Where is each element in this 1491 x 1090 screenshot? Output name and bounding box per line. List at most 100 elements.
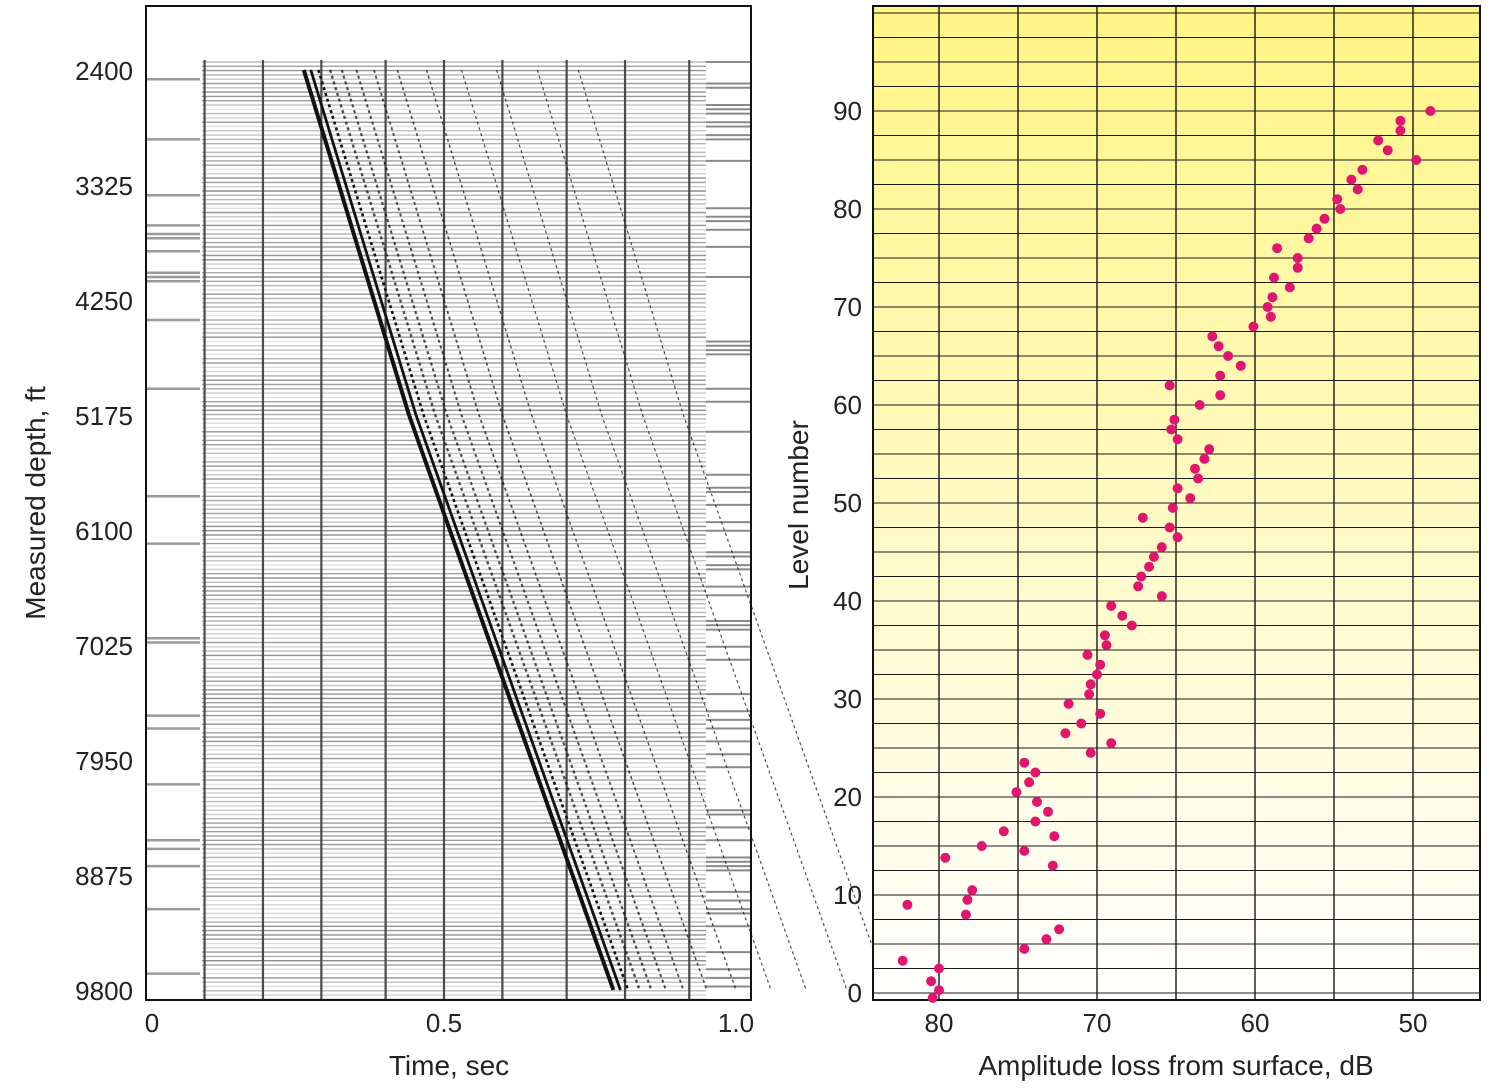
scatter-point: [960, 909, 971, 920]
scatter-point: [1352, 184, 1363, 195]
scatter-point: [1082, 649, 1093, 660]
scatter-point: [1172, 483, 1183, 494]
scatter-point: [1095, 708, 1106, 719]
level-tick-label: 40: [833, 586, 862, 616]
scatter-point: [1335, 204, 1346, 214]
scatter-point: [1117, 610, 1128, 621]
level-tick-label: 0: [848, 978, 862, 1008]
scatter-point: [1054, 924, 1065, 935]
scatter-point: [1185, 493, 1196, 504]
scatter-y-axis-label: Level number: [783, 420, 814, 590]
scatter-point: [897, 955, 908, 966]
scatter-point: [940, 852, 951, 863]
scatter-point: [1267, 292, 1278, 303]
scatter-point: [1085, 747, 1096, 758]
scatter-frame: [872, 5, 1481, 1001]
level-tick-label: 70: [833, 292, 862, 322]
scatter-point: [1095, 659, 1106, 670]
scatter-point: [1019, 757, 1030, 768]
depth-tick-label: 4250: [75, 286, 133, 316]
level-tick-label: 30: [833, 684, 862, 714]
depth-tick-label: 3325: [75, 171, 133, 201]
amplitude-tick-label: 60: [1241, 1008, 1270, 1038]
reverberation-line: [317, 69, 630, 991]
scatter-point: [1049, 831, 1060, 842]
scatter-point: [1063, 698, 1074, 709]
scatter-point: [976, 841, 987, 851]
reverberation-line: [425, 69, 737, 991]
level-tick-label: 20: [833, 782, 862, 812]
seismic-x-ticks: 0 0.5 1.0: [145, 1008, 754, 1038]
scatter-point: [1156, 591, 1167, 602]
scatter-point: [1166, 424, 1177, 435]
level-tick-label: 50: [833, 488, 862, 518]
scatter-point: [1382, 145, 1393, 156]
scatter-point: [1272, 243, 1283, 254]
scatter-point: [1136, 571, 1147, 582]
seismic-panel: 2400 3325 4250 5175 6100 7025 7950 8875 9800 0 0.…: [20, 5, 889, 1081]
depth-tick-label: 5175: [75, 401, 133, 431]
reverberation-line: [340, 69, 653, 991]
time-tick-label: 0.5: [426, 1008, 462, 1038]
scatter-point: [1223, 351, 1234, 361]
seismic-y-axis-label: Measured depth, ft: [20, 386, 51, 620]
reverberation-line: [536, 69, 848, 991]
scatter-point: [934, 985, 944, 996]
scatter-point: [927, 992, 938, 1003]
scatter-x-axis-label: Amplitude loss from surface, dB: [978, 1050, 1373, 1081]
scatter-point: [1373, 135, 1384, 146]
reverberation-line: [496, 69, 807, 991]
scatter-point: [1332, 194, 1343, 205]
scatter-point: [967, 885, 978, 896]
amplitude-tick-label: 80: [925, 1008, 954, 1038]
scatter-point: [1319, 213, 1330, 224]
scatter-point: [1269, 272, 1279, 283]
scatter-point: [1190, 463, 1200, 474]
scatter-point: [1137, 512, 1148, 523]
scatter-point: [1213, 341, 1224, 352]
seismic-x-axis-label: Time, sec: [389, 1050, 509, 1081]
scatter-point: [1011, 787, 1022, 798]
reverberation-line: [309, 69, 622, 991]
level-tick-label: 60: [833, 390, 862, 420]
scatter-point: [1106, 738, 1117, 749]
scatter-point: [1032, 796, 1042, 807]
scatter-point: [1172, 532, 1183, 543]
scatter-point: [902, 899, 913, 910]
scatter-point: [1019, 845, 1030, 856]
scatter-point: [1167, 502, 1178, 513]
scatter-point: [1207, 331, 1218, 342]
scatter-point: [1395, 125, 1406, 136]
scatter-point: [1144, 561, 1155, 572]
scatter-point: [1099, 630, 1110, 641]
scatter-point: [1411, 155, 1422, 165]
reverberation-line: [373, 69, 685, 991]
depth-tick-label: 7950: [75, 746, 133, 776]
scatter-point: [1076, 718, 1087, 729]
seismic-time-gridlines: [203, 60, 691, 1000]
scatter-point: [1194, 400, 1205, 410]
scatter-point: [1156, 542, 1167, 553]
depth-tick-label: 2400: [75, 56, 133, 86]
scatter-point: [1092, 669, 1102, 680]
scatter-points: [897, 106, 1436, 1003]
scatter-point: [1215, 390, 1226, 401]
scatter-point: [1030, 816, 1041, 827]
scatter-point: [1164, 522, 1175, 533]
scatter-point: [1303, 233, 1314, 244]
scatter-point: [1235, 360, 1246, 371]
scatter-point: [998, 826, 1009, 837]
scatter-point: [1043, 806, 1053, 817]
scatter-point: [1395, 115, 1406, 126]
scatter-point: [1172, 434, 1183, 445]
scatter-point: [1311, 223, 1322, 234]
depth-tick-label: 8875: [75, 861, 133, 891]
scatter-point: [1126, 620, 1137, 631]
seismic-y-ticks: 2400 3325 4250 5175 6100 7025 7950 8875 9800: [75, 56, 133, 1006]
scatter-point: [1084, 689, 1095, 700]
scatter-point: [1265, 311, 1276, 322]
seismic-frame: [145, 5, 752, 1001]
scatter-point: [1292, 262, 1303, 273]
level-tick-label: 10: [833, 880, 862, 910]
